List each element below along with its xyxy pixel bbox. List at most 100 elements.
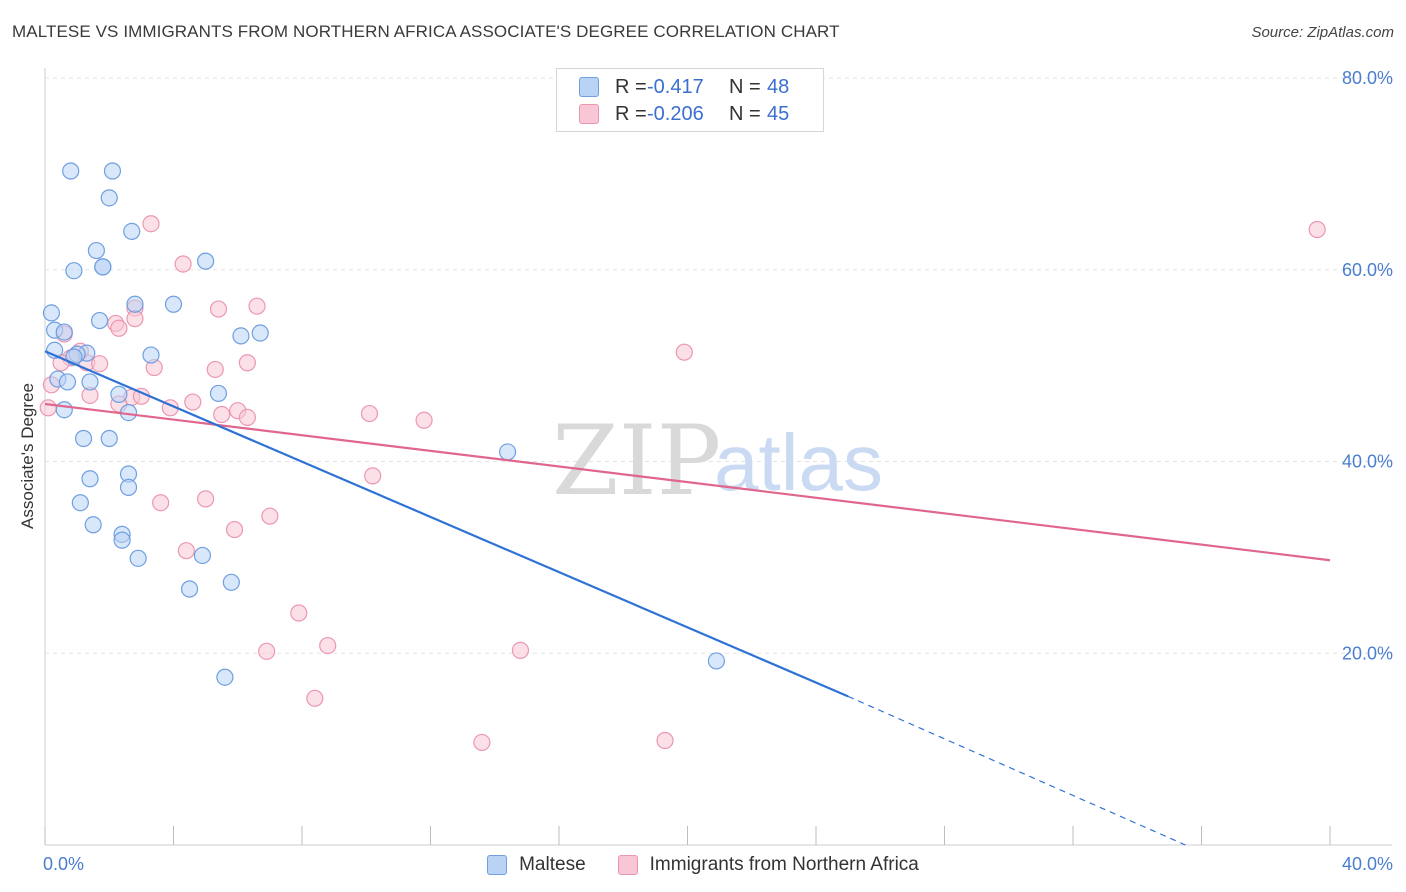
trendline-maltese [44, 350, 849, 698]
maltese-point [180, 580, 199, 598]
maltese-point [91, 311, 109, 330]
nafrica-point [319, 636, 337, 655]
legend-item-nafrica[interactable]: Immigrants from Northern Africa [617, 853, 919, 877]
nafrica-point [656, 731, 674, 750]
y-tick-label: 40.0% [1342, 452, 1393, 472]
maltese-point [119, 478, 138, 496]
maltese-point [126, 295, 144, 313]
y-axis-label: Associate's Degree [18, 383, 37, 529]
correlation-legend: R = -0.417 N = 48 R = -0.206 N = 45 [556, 68, 824, 132]
legend-swatch-nafrica [579, 104, 599, 124]
nafrica-point [675, 343, 693, 361]
maltese-point [65, 262, 83, 280]
x-tick-label: 0.0% [43, 854, 84, 874]
nafrica-point [248, 297, 266, 315]
y-tick-label: 60.0% [1342, 260, 1393, 280]
maltese-point [100, 429, 118, 448]
legend-row-nafrica: R = -0.206 N = 45 [579, 101, 789, 127]
x-tick-label: 40.0% [1342, 854, 1393, 874]
legend-label-nafrica: Immigrants from Northern Africa [649, 854, 919, 875]
nafrica-point [364, 467, 382, 485]
series-legend: Maltese Immigrants from Northern Africa [0, 853, 1406, 877]
nafrica-point [152, 494, 170, 512]
maltese-point [707, 652, 726, 670]
nafrica-point [209, 300, 228, 318]
legend-n-value: 45 [767, 102, 790, 125]
nafrica-point [238, 408, 256, 426]
legend-swatch-maltese [487, 855, 508, 875]
source-label: Source: ZipAtlas.com [1251, 24, 1394, 41]
maltese-point [499, 443, 517, 461]
legend-n-label: N = [729, 75, 761, 98]
legend-r-label: R = [615, 75, 647, 98]
nafrica-point [174, 255, 192, 273]
legend-n-label: N = [729, 102, 761, 125]
maltese-point [110, 385, 128, 403]
maltese-point [55, 323, 73, 341]
nafrica-point [184, 393, 202, 411]
nafrica-point [197, 490, 215, 508]
nafrica-point [258, 642, 276, 660]
maltese-point [87, 241, 106, 260]
nafrica-point [473, 733, 491, 752]
maltese-point [62, 162, 80, 180]
nafrica-point [225, 520, 244, 539]
maltese-point [216, 668, 234, 686]
maltese-point [42, 304, 61, 322]
nafrica-point [1308, 220, 1326, 239]
nafrica-point [290, 604, 308, 622]
y-tick-labels: 20.0% 40.0% 60.0% 80.0% [1342, 68, 1393, 663]
maltese-point [74, 429, 93, 448]
nafrica-point [261, 507, 279, 525]
nafrica-point [177, 542, 195, 560]
legend-r-value: -0.206 [647, 102, 704, 125]
legend-r-label: R = [615, 102, 647, 125]
legend-swatch-maltese [579, 77, 599, 97]
maltese-point [142, 346, 160, 364]
maltese-point [94, 258, 112, 276]
watermark-zip: ZIP [552, 405, 721, 517]
nafrica-point [360, 404, 379, 423]
maltese-point [81, 373, 99, 391]
legend-n-value: 48 [767, 75, 790, 98]
maltese-point [84, 516, 102, 534]
maltese-point [251, 324, 269, 342]
nafrica-point [39, 399, 57, 417]
chart-title: MALTESE VS IMMIGRANTS FROM NORTHERN AFRI… [12, 22, 840, 41]
maltese-point [55, 401, 73, 419]
nafrica-point [213, 405, 231, 424]
nafrica-point [142, 215, 160, 233]
maltese-point [81, 470, 99, 488]
nafrica-point [415, 411, 433, 429]
series-maltese-points [42, 162, 726, 686]
axes [44, 68, 1392, 846]
watermark-atlas: atlas [714, 418, 883, 507]
maltese-point [129, 549, 147, 567]
maltese-point [232, 327, 250, 345]
nafrica-point [91, 355, 109, 373]
maltese-point [222, 573, 240, 591]
maltese-point [209, 384, 228, 403]
trendline-maltese-extension [847, 695, 1186, 846]
maltese-point [164, 295, 183, 313]
nafrica-point [126, 310, 144, 328]
legend-swatch-nafrica [617, 855, 638, 875]
nafrica-point [511, 641, 530, 659]
legend-r-value: -0.417 [647, 75, 704, 98]
watermark: ZIP atlas [552, 405, 883, 517]
maltese-point [71, 494, 89, 512]
maltese-point [100, 189, 118, 207]
maltese-point [103, 162, 122, 180]
x-tick-labels: 0.0% 40.0% [43, 854, 1393, 874]
maltese-point [113, 531, 131, 549]
trendlines [44, 350, 1331, 846]
maltese-point [193, 546, 212, 565]
legend-label-maltese: Maltese [519, 854, 586, 875]
legend-item-maltese[interactable]: Maltese [487, 853, 586, 877]
nafrica-point [206, 360, 224, 379]
nafrica-point [110, 319, 128, 337]
maltese-point [197, 252, 215, 270]
maltese-point [123, 222, 141, 240]
y-tick-label: 80.0% [1342, 68, 1393, 88]
